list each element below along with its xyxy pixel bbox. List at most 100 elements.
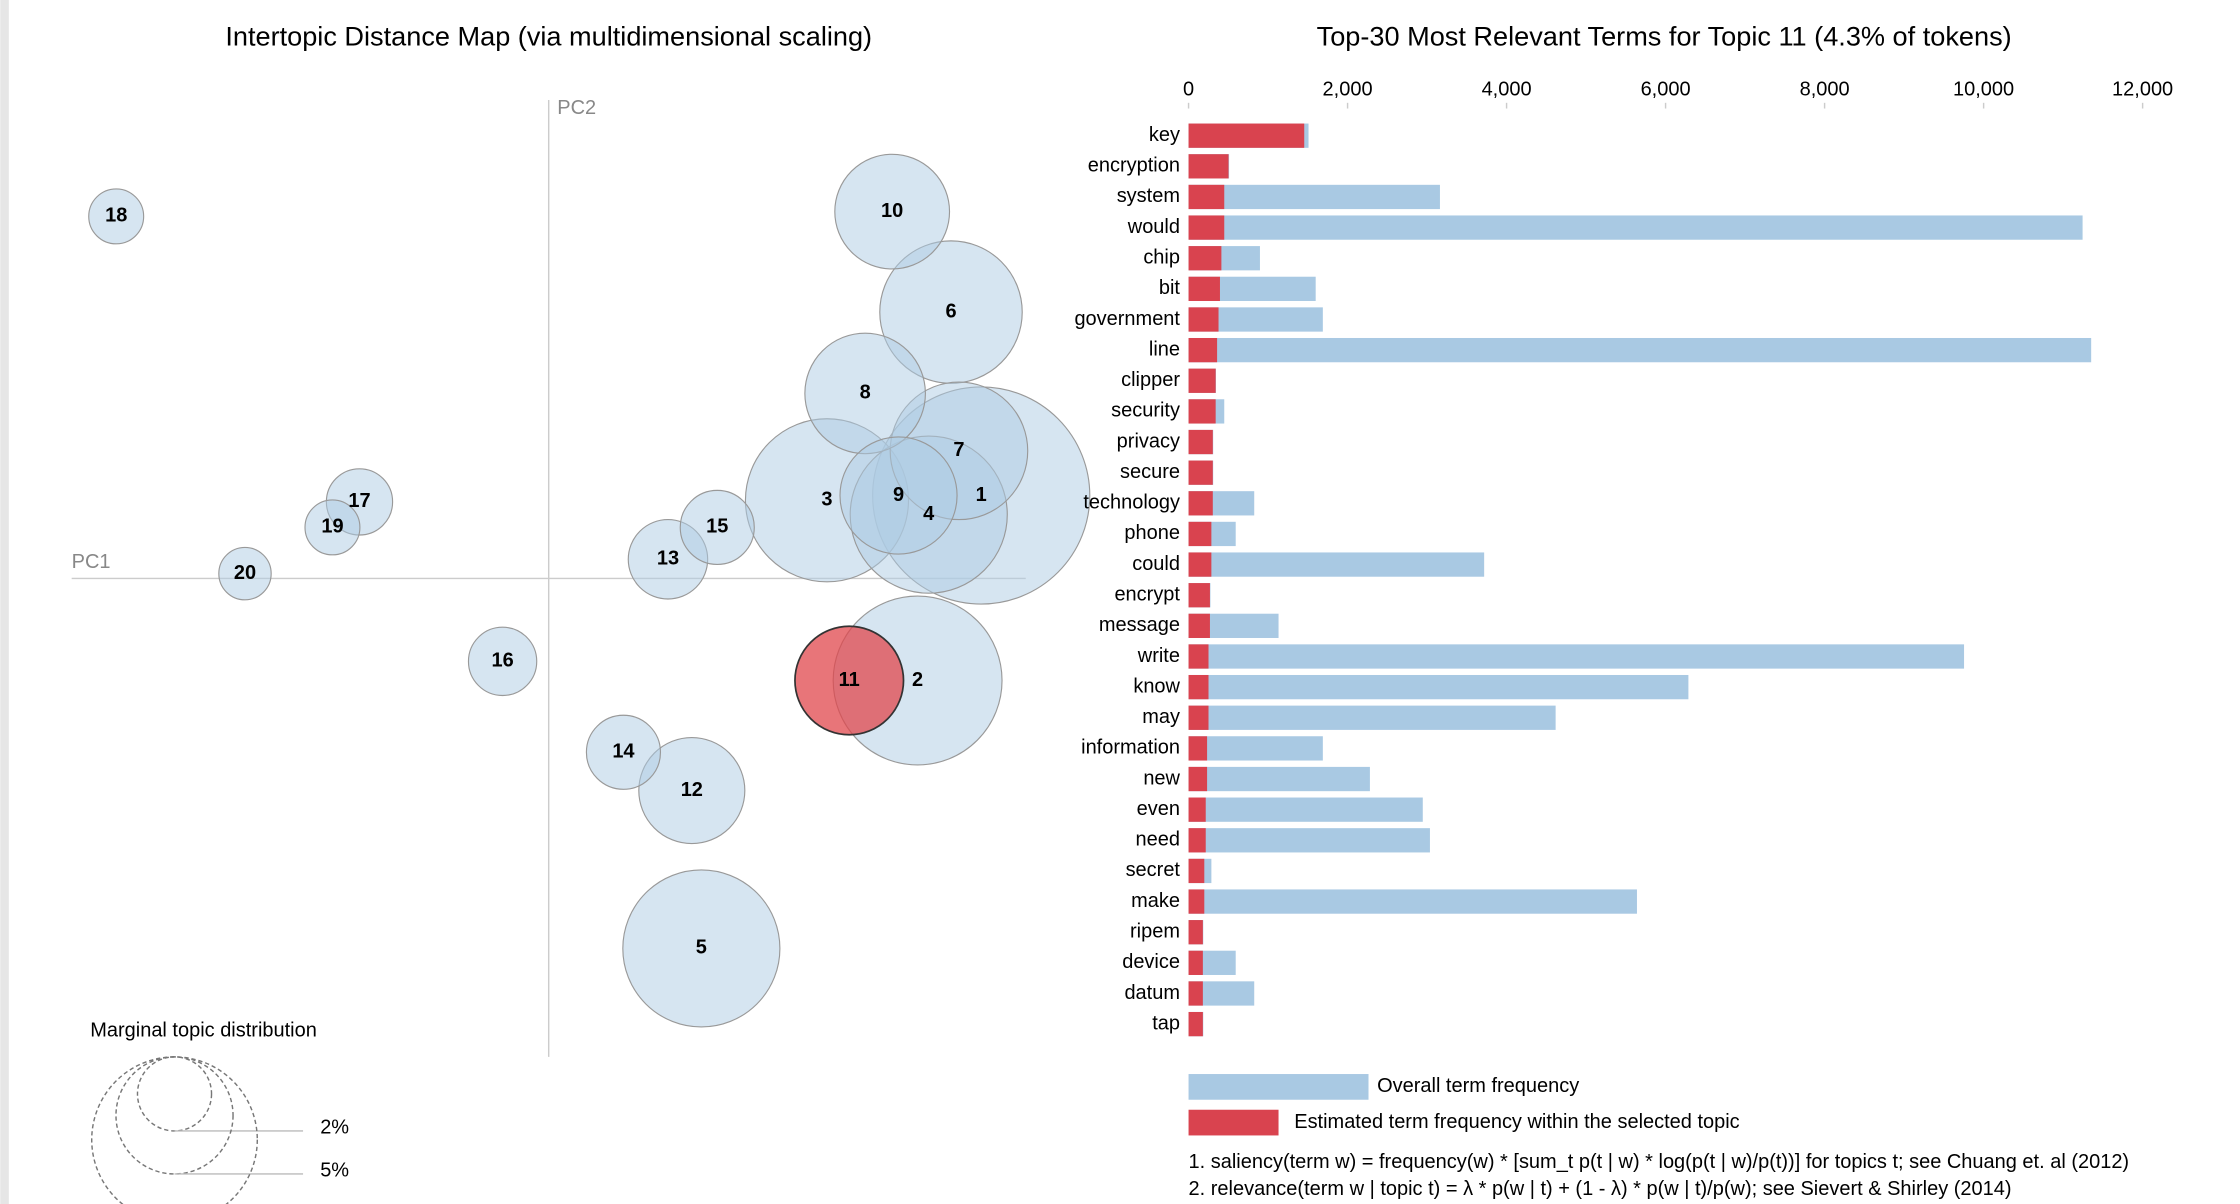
term-bar [1188,920,1203,945]
term-bar [1188,123,1305,148]
term-bar [1188,154,1229,179]
term-bar [1188,766,1208,792]
footnote: 2. relevance(term w | topic t) = λ * p(w… [1189,1178,2012,1200]
term-bar [1188,399,1216,424]
term-label: government [1074,308,1180,330]
topic-bubble [679,489,755,565]
topic-label: 1 [976,484,987,506]
legend-label: Estimated term frequency within the sele… [1294,1111,1739,1133]
term-label: chip [1143,247,1180,269]
term-label: write [1137,645,1180,667]
term-bar [1188,521,1212,547]
term-bar [1188,674,1689,700]
term-label: security [1111,400,1180,422]
x-tick-label: 8,000 [1800,78,1850,100]
size-legend-label: 5% [320,1159,349,1181]
term-label: know [1133,675,1180,697]
term-bar [1188,583,1210,608]
term-bar [1188,276,1220,301]
topic-label: 8 [860,382,871,404]
term-bar [1188,889,1205,914]
term-label: key [1149,124,1180,146]
term-bar [1188,246,1222,271]
term-bar [1188,184,1225,210]
term-bar [1188,797,1206,822]
left-border [0,0,9,1204]
topic-label: 14 [612,741,634,763]
topic-label: 19 [321,516,343,538]
x-tick-label: 0 [1183,78,1194,100]
x-tick-label: 12,000 [2112,78,2173,100]
topic-label: 10 [881,200,903,222]
term-bar [1188,981,1203,1006]
term-bar [1188,460,1213,485]
term-bar [1188,674,1209,700]
term-bar [1188,307,1219,332]
term-label: datum [1124,982,1180,1004]
term-bar [1188,797,1423,822]
term-bar [1188,1011,1203,1037]
x-tick-label: 10,000 [1953,78,2014,100]
term-bar [1188,552,1485,577]
term-label: bit [1159,277,1181,299]
term-label: device [1122,951,1180,973]
topic-label: 9 [893,484,904,506]
topic-label: 12 [681,779,703,801]
term-label: need [1136,829,1180,851]
term-bar [1188,889,1637,914]
term-label: tap [1152,1012,1180,1034]
term-label: secret [1126,859,1181,881]
term-label: make [1131,890,1180,912]
term-label: encryption [1088,155,1180,177]
term-bar [1188,184,1440,210]
topic-bubble [834,153,951,270]
footnote: 1. saliency(term w) = frequency(w) * [su… [1189,1151,2130,1173]
term-label: secure [1120,461,1180,483]
topic-bubble [304,499,361,556]
legend-label: Overall term frequency [1377,1075,1579,1097]
term-label: could [1132,553,1180,575]
term-label: even [1137,798,1180,820]
x-tick-label: 2,000 [1323,78,1373,100]
topic-bubble [218,546,272,601]
map-title: Intertopic Distance Map (via multidimens… [225,21,872,52]
term-bar [1188,215,1225,240]
term-bar [1188,705,1556,730]
topic-label: 4 [923,503,934,525]
topic-bubble [622,869,781,1028]
topic-label: 18 [105,205,127,227]
term-bar [1188,337,1218,363]
term-bar [1188,429,1213,455]
term-bar [1188,368,1216,393]
term-label: clipper [1121,369,1180,391]
topic-bubble [88,188,145,245]
term-label: phone [1124,522,1180,544]
term-label: information [1081,737,1180,759]
term-label: message [1099,614,1180,636]
topic-bubble [467,626,538,697]
term-bar [1188,828,1430,853]
term-bar [1188,950,1203,975]
y-axis-label: PC2 [557,97,596,119]
term-bar [1188,337,2092,363]
term-label: encrypt [1114,583,1180,605]
term-bar [1188,766,1370,792]
term-bar [1188,736,1208,761]
term-label: ripem [1130,920,1180,942]
term-bar [1188,858,1205,884]
term-bar [1188,736,1323,761]
term-bar [1188,644,1209,669]
legend-swatch [1188,1109,1279,1136]
size-legend-circle [136,1056,213,1132]
term-bar [1188,705,1209,730]
term-label: technology [1083,492,1180,514]
topic-bubble [794,625,905,736]
term-bar [1188,828,1206,853]
topic-label: 13 [657,548,679,570]
topic-label: 7 [953,439,964,461]
term-label: system [1117,185,1180,207]
term-label: may [1142,706,1180,728]
term-label: privacy [1117,430,1180,452]
term-label: new [1143,767,1180,789]
